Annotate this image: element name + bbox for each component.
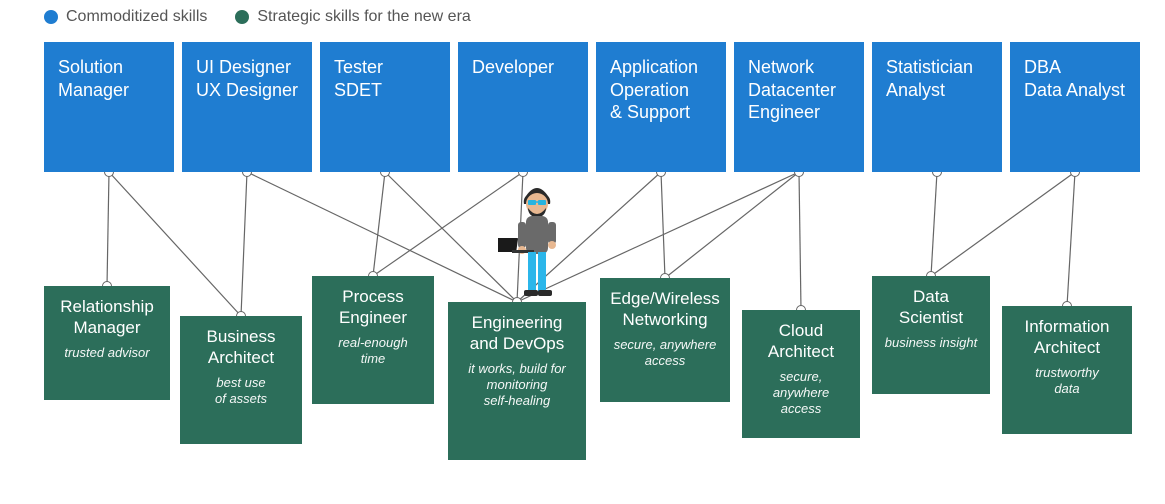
role-title: ProcessEngineer [339,286,407,329]
role-title: Engineeringand DevOps [470,312,565,355]
role-subtitle: it works, build formonitoringself-healin… [468,361,566,410]
legend-label: Commoditized skills [66,8,207,26]
strategic-role-box: Engineeringand DevOps it works, build for… [448,302,586,460]
strategic-role-box: ProcessEngineer real-enoughtime [312,276,434,404]
role-title: BusinessArchitect [207,326,276,369]
legend-label: Strategic skills for the new era [257,8,470,26]
commoditized-role-box: ApplicationOperation& Support [596,42,726,172]
commoditized-role-box: DBAData Analyst [1010,42,1140,172]
role-subtitle: secure, anywhereaccess [754,369,848,418]
strategic-role-box: CloudArchitect secure, anywhereaccess [742,310,860,438]
role-title: TesterSDET [334,56,383,101]
role-title: CloudArchitect [768,320,834,363]
strategic-role-box: Edge/WirelessNetworking secure, anywherea… [600,278,730,402]
legend-item-strategic: Strategic skills for the new era [235,8,470,26]
legend-item-commoditized: Commoditized skills [44,8,207,26]
role-title: DataScientist [899,286,963,329]
person-icon [498,182,576,317]
commoditized-role-box: TesterSDET [320,42,450,172]
role-title: DBAData Analyst [1024,56,1125,101]
commoditized-role-box: SolutionManager [44,42,174,172]
role-title: RelationshipManager [60,296,154,339]
commoditized-role-box: StatisticianAnalyst [872,42,1002,172]
role-subtitle: business insight [885,335,978,351]
role-title: NetworkDatacenterEngineer [748,56,836,124]
role-subtitle: trusted advisor [64,345,149,361]
role-title: SolutionManager [58,56,129,101]
role-subtitle: best useof assets [215,375,267,408]
strategic-role-box: DataScientist business insight [872,276,990,394]
role-title: ApplicationOperation& Support [610,56,698,124]
strategic-role-box: BusinessArchitect best useof assets [180,316,302,444]
role-title: UI DesignerUX Designer [196,56,298,101]
role-subtitle: secure, anywhereaccess [614,337,717,370]
legend-dot-icon [44,10,58,24]
role-title: Edge/WirelessNetworking [610,288,720,331]
commoditized-role-box: UI DesignerUX Designer [182,42,312,172]
role-title: StatisticianAnalyst [886,56,973,101]
role-title: InformationArchitect [1024,316,1109,359]
commoditized-role-box: NetworkDatacenterEngineer [734,42,864,172]
legend: Commoditized skills Strategic skills for… [44,8,471,26]
commoditized-role-box: Developer [458,42,588,172]
role-subtitle: real-enoughtime [338,335,407,368]
strategic-role-box: RelationshipManager trusted advisor [44,286,170,400]
strategic-role-box: InformationArchitect trustworthydata [1002,306,1132,434]
role-subtitle: trustworthydata [1035,365,1099,398]
role-title: Developer [472,56,554,79]
legend-dot-icon [235,10,249,24]
